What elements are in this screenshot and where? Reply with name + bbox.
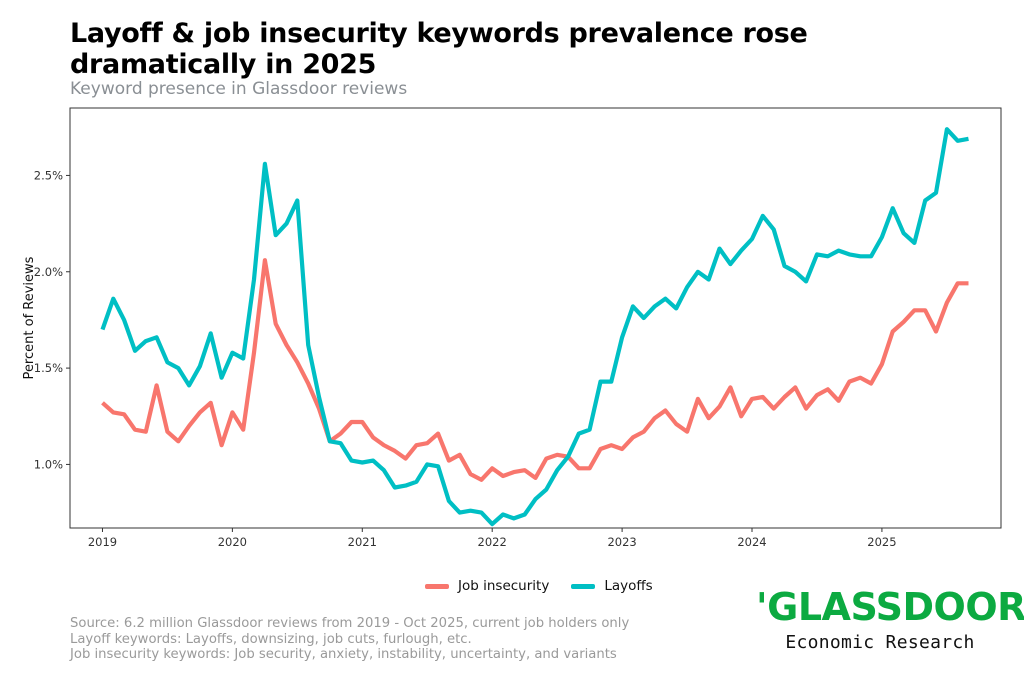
legend-label-job-insecurity: Job insecurity [458,578,550,594]
chart-title: Layoff & job insecurity keywords prevale… [70,18,808,80]
y-axis: 1.0% 1.5% 2.0% 2.5% [34,168,70,471]
plot-panel-border [69,107,1002,529]
source-note: Source: 6.2 million Glassdoor reviews fr… [70,616,630,631]
glassdoor-brand: 'GLASSDOOR'™ Economic Research [756,586,1024,653]
legend-item-job-insecurity: Job insecurity [425,578,549,594]
y-tick-label: 2.5% [34,168,63,182]
x-tick-label: 2024 [737,535,766,549]
x-tick-label: 2021 [348,535,377,549]
chart-subtitle: Keyword presence in Glassdoor reviews [70,79,408,99]
source-notes: Source: 6.2 million Glassdoor reviews fr… [70,616,629,663]
legend-label-layoffs: Layoffs [604,578,653,594]
legend-swatch-job-insecurity [425,583,449,589]
y-tick-label: 1.5% [34,361,63,375]
glassdoor-logo-text: 'GLASSDOOR' [756,585,1024,629]
y-tick-label: 1.0% [34,457,63,471]
x-tick-label: 2019 [88,535,117,549]
x-tick-label: 2022 [478,535,507,549]
series-line-job-insecurity [101,258,969,482]
glassdoor-logo: 'GLASSDOOR'™ [756,586,1024,628]
series-line-layoffs [100,127,969,527]
insecurity-keywords-note: Job insecurity keywords: Job security, a… [70,647,617,663]
x-axis: 2019 2020 2021 2022 2023 2024 2025 [88,528,897,549]
series-layer [100,127,969,527]
x-tick-label: 2023 [607,535,636,549]
legend-swatch-layoffs [571,583,596,589]
legend-item-layoffs: Layoffs [571,578,653,594]
y-axis-label: Percent of Reviews [22,256,37,379]
layoff-keywords-note: Layoff keywords: Layoffs, downsizing, jo… [70,631,472,647]
economic-research-label: Economic Research [785,632,975,653]
y-tick-label: 2.0% [34,265,63,279]
chart-legend: Job insecurity Layoffs [425,578,675,594]
x-tick-label: 2025 [867,535,896,549]
x-tick-label: 2020 [218,535,247,549]
